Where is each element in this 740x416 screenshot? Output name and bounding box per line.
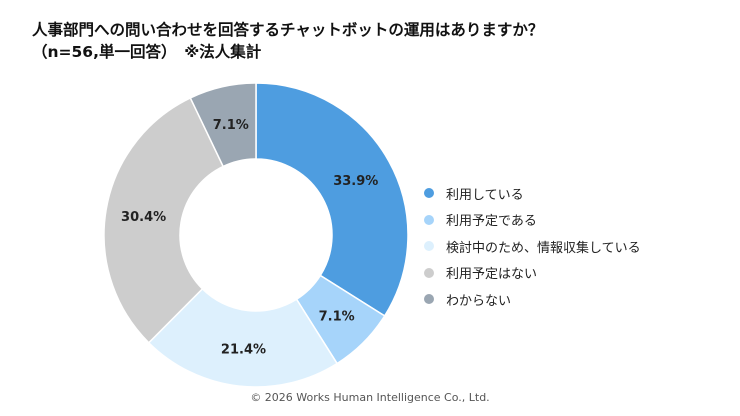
legend-item: 利用している — [424, 180, 641, 207]
legend-marker — [424, 188, 434, 199]
legend-label: 利用予定である — [446, 214, 537, 230]
legend-marker — [424, 241, 434, 252]
copyright: © 2026 Works Human Intelligence Co., Ltd… — [250, 391, 490, 404]
legend-item: 検討中のため、情報収集している — [424, 233, 641, 260]
data-label: 7.1% — [319, 310, 355, 325]
legend-marker — [424, 214, 434, 225]
legend-item: わからない — [424, 286, 641, 313]
data-label: 30.4% — [121, 210, 166, 225]
data-label: 33.9% — [333, 174, 378, 189]
donut-slice — [103, 96, 225, 344]
legend: 利用している 利用予定である検討中のため、情報収集している 利用予定はない わからない — [424, 180, 641, 313]
legend-label: 利用している — [446, 187, 524, 203]
data-label: 21.4% — [221, 342, 266, 357]
donut-slice — [147, 287, 339, 388]
legend-item: 利用予定はない — [424, 260, 641, 287]
donut-slice — [189, 82, 257, 168]
donut-slice — [255, 82, 409, 317]
chart-subtitle: （n=56,単一回答） ※法人集計 — [32, 43, 262, 61]
legend-label: 検討中のため、情報収集している — [446, 240, 641, 256]
legend-label: 利用予定はない — [446, 267, 538, 283]
data-label: 7.1% — [213, 118, 249, 133]
legend-marker — [424, 267, 434, 278]
legend-marker — [424, 294, 434, 305]
legend-item: 利用予定である — [424, 207, 641, 234]
chart-title: 人事部門への問い合わせを回答するチャットボットの運用はありますか？ — [32, 21, 544, 39]
legend-label: わからない — [446, 293, 512, 309]
